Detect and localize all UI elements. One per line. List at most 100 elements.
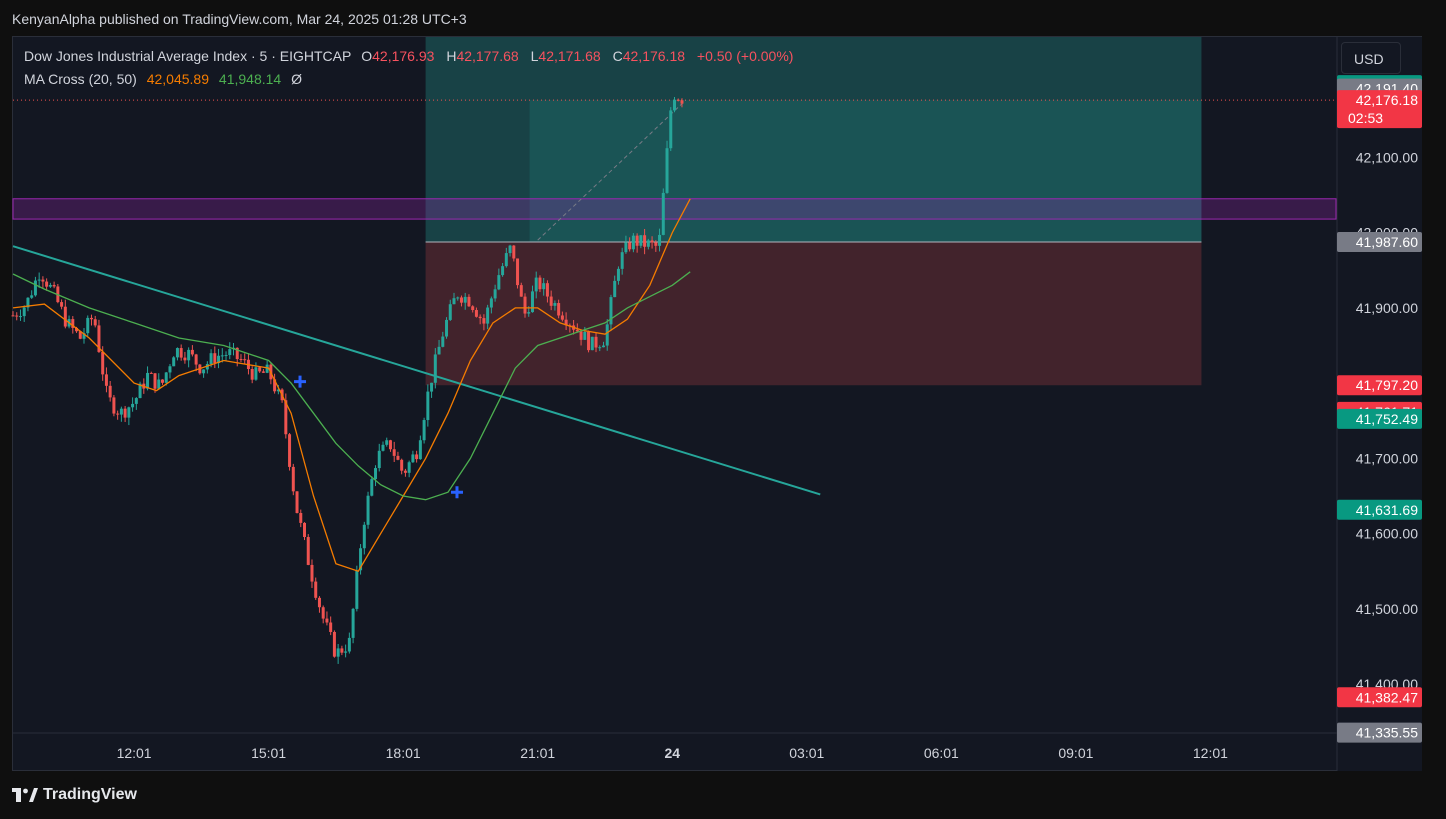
- candle-body: [538, 277, 542, 290]
- candle-body: [220, 355, 224, 357]
- candle-body: [654, 242, 658, 246]
- candle: [433, 348, 437, 389]
- price-tick-label: 41,900.00: [1356, 300, 1418, 316]
- candle-body: [78, 331, 82, 339]
- position-stop-zone: [425, 241, 1202, 386]
- candle: [467, 294, 471, 307]
- candle-body: [609, 297, 613, 325]
- candle-body: [86, 317, 90, 334]
- candle: [422, 417, 426, 444]
- price-label: 41,335.55: [1337, 722, 1422, 743]
- price-label-value: 41,797.20: [1356, 377, 1418, 393]
- candle-body: [467, 296, 471, 307]
- candle: [407, 460, 411, 478]
- candle: [112, 394, 116, 417]
- candle: [183, 351, 187, 364]
- candle-body: [284, 400, 288, 435]
- candle-body: [303, 522, 307, 538]
- candle-body: [489, 298, 493, 308]
- candle: [448, 299, 452, 322]
- publisher-caption: KenyanAlpha published on TradingView.com…: [12, 11, 467, 27]
- candle-body: [583, 331, 587, 340]
- candle: [108, 380, 112, 402]
- candle: [459, 295, 463, 307]
- time-tick-label: 03:01: [789, 745, 824, 761]
- candle-body: [530, 291, 534, 313]
- candle-body: [359, 548, 363, 571]
- candle: [347, 632, 351, 654]
- legend-symbol[interactable]: Dow Jones Industrial Average Index · 5 ·…: [24, 48, 352, 64]
- candle: [669, 107, 673, 152]
- candle-body: [273, 379, 277, 392]
- candle: [149, 371, 153, 374]
- candle: [246, 353, 250, 375]
- candle: [15, 312, 19, 321]
- candle-body: [463, 296, 467, 303]
- candle: [250, 366, 254, 384]
- candle-body: [97, 325, 101, 352]
- candle: [441, 331, 445, 348]
- candle-body: [101, 351, 105, 375]
- candle: [598, 345, 602, 352]
- price-label: 41,987.60: [1337, 231, 1422, 252]
- candle: [445, 317, 449, 339]
- candle-body: [456, 297, 460, 299]
- candle-body: [119, 408, 123, 415]
- tradingview-brand[interactable]: TradingView: [12, 786, 137, 804]
- candle-body: [643, 235, 647, 247]
- time-tick-label: 15:01: [251, 745, 286, 761]
- candle-body: [131, 403, 135, 408]
- candle-body: [665, 148, 669, 193]
- candle: [631, 233, 635, 253]
- candle: [650, 236, 654, 249]
- candle: [557, 299, 561, 319]
- candle: [243, 353, 247, 364]
- candle: [306, 534, 310, 566]
- candle-body: [164, 372, 168, 383]
- candle-body: [673, 99, 676, 111]
- candle: [564, 312, 568, 330]
- candle-body: [317, 597, 321, 608]
- candle-body: [557, 303, 561, 316]
- candle: [179, 344, 183, 361]
- price-label-value: 41,631.69: [1356, 502, 1418, 518]
- candle-body: [590, 336, 594, 351]
- candle: [516, 258, 520, 289]
- legend-ma-cross: MA Cross (20, 50) 42,045.89 41,948.14 Ø: [24, 71, 308, 87]
- candle: [37, 272, 41, 288]
- candle-body: [60, 302, 64, 307]
- candle: [134, 397, 138, 410]
- candle: [673, 97, 676, 113]
- candle: [590, 336, 594, 351]
- legend-ma-label[interactable]: MA Cross (20, 50): [24, 71, 137, 87]
- candle: [575, 323, 579, 333]
- candle: [661, 188, 665, 236]
- candle-body: [624, 242, 628, 253]
- candle-body: [228, 349, 232, 356]
- price-tick-label: 41,500.00: [1356, 601, 1418, 617]
- candle-body: [575, 329, 579, 332]
- candle-body: [75, 327, 79, 332]
- candle-body: [613, 280, 617, 298]
- candle-body: [116, 413, 120, 415]
- candle: [131, 397, 135, 412]
- candle-body: [336, 648, 340, 657]
- candle: [654, 240, 658, 252]
- candle-body: [501, 266, 505, 276]
- candle: [63, 299, 67, 329]
- candle-body: [48, 284, 52, 287]
- candle-body: [291, 466, 295, 492]
- candle-body: [497, 275, 501, 290]
- position-target-zone: [425, 37, 1202, 242]
- candle-body: [676, 99, 680, 101]
- candle-body: [179, 348, 183, 358]
- candle: [396, 451, 400, 461]
- candle: [471, 305, 475, 313]
- candle: [228, 342, 232, 360]
- candle-body: [26, 297, 30, 308]
- currency-button[interactable]: USD: [1341, 42, 1401, 74]
- candle: [187, 347, 191, 368]
- candle-body: [374, 468, 378, 480]
- candle: [534, 271, 538, 299]
